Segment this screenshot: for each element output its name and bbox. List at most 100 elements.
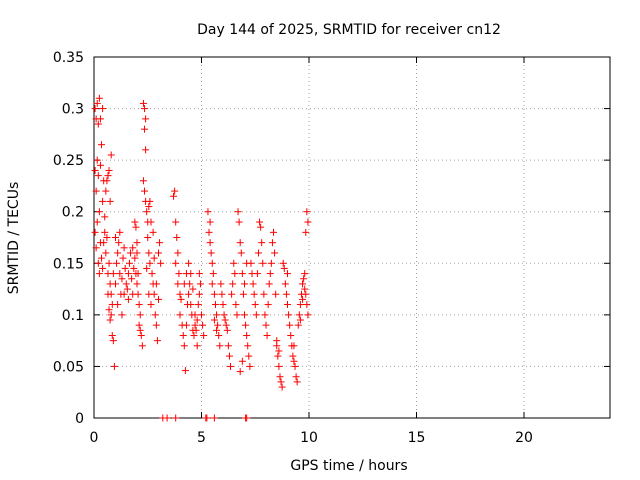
data-point (290, 342, 298, 350)
data-point (179, 331, 187, 339)
data-point (264, 301, 272, 309)
data-point (195, 290, 203, 298)
data-point (208, 280, 216, 288)
data-point (134, 270, 142, 278)
chart-title: Day 144 of 2025, SRMTID for receiver cn1… (197, 22, 501, 38)
data-point (98, 141, 106, 149)
data-point (208, 259, 216, 267)
data-point (180, 342, 188, 350)
data-point (133, 249, 141, 257)
data-point (99, 105, 107, 113)
data-point (199, 321, 207, 329)
data-point (135, 321, 143, 329)
data-point (225, 352, 233, 360)
data-point (262, 321, 270, 329)
data-point (295, 311, 303, 319)
data-point (100, 239, 108, 247)
data-point (231, 270, 239, 278)
data-point (279, 259, 287, 267)
data-point (124, 270, 132, 278)
data-point (224, 342, 232, 350)
data-point (155, 249, 162, 257)
data-point (236, 368, 244, 376)
data-point (176, 311, 184, 319)
data-point (105, 166, 113, 174)
data-point (272, 290, 280, 298)
data-point (107, 151, 115, 159)
data-point (107, 311, 115, 319)
data-point (198, 311, 205, 319)
data-point (123, 285, 131, 293)
data-point (193, 342, 201, 350)
data-point (296, 301, 304, 309)
x-tick-label: 10 (300, 430, 318, 446)
data-point (113, 259, 121, 267)
data-point (229, 280, 237, 288)
data-point (121, 264, 129, 272)
data-point (235, 218, 243, 226)
data-point (203, 414, 211, 422)
data-point (191, 321, 199, 329)
data-point (241, 311, 248, 319)
data-point (268, 239, 276, 247)
data-point (95, 94, 103, 102)
data-point (138, 342, 146, 350)
data-point (241, 280, 248, 288)
data-point (238, 357, 246, 365)
data-point (210, 316, 218, 324)
data-point (302, 290, 310, 298)
data-point (219, 301, 227, 309)
data-point (128, 275, 136, 283)
plot-frame (93, 56, 611, 419)
data-point (145, 290, 153, 298)
data-point (102, 187, 110, 195)
data-point (196, 280, 204, 288)
data-point (174, 280, 182, 288)
data-point (266, 270, 274, 278)
data-point (112, 234, 119, 241)
data-point (137, 331, 145, 339)
data-point (284, 270, 291, 278)
data-point (170, 192, 178, 200)
data-point (91, 105, 99, 113)
data-point (249, 280, 257, 288)
data-point (296, 316, 304, 324)
data-point (153, 337, 161, 345)
data-point (108, 331, 116, 339)
data-point (96, 161, 104, 169)
data-point (207, 249, 215, 257)
data-point (303, 301, 311, 309)
data-point (135, 301, 143, 309)
data-point (104, 172, 112, 180)
data-point (145, 203, 153, 211)
data-point (180, 280, 188, 288)
data-point (285, 311, 293, 319)
data-point (280, 264, 288, 272)
data-point (149, 228, 157, 236)
data-point (112, 280, 119, 288)
data-point (139, 99, 147, 107)
data-point (115, 239, 123, 247)
data-point (223, 326, 231, 334)
data-point (141, 125, 149, 133)
data-point (127, 249, 135, 257)
data-point (150, 254, 158, 262)
x-tick-label: 5 (197, 430, 206, 446)
data-point (116, 228, 124, 236)
data-point (228, 290, 236, 298)
data-point (200, 331, 208, 339)
data-point (133, 239, 141, 247)
data-point (101, 213, 109, 221)
data-point (234, 208, 242, 216)
data-point (146, 259, 154, 267)
data-point (246, 362, 254, 370)
data-point (301, 285, 309, 293)
data-point (98, 254, 106, 262)
data-point (109, 270, 117, 278)
data-point (270, 228, 278, 236)
data-point (260, 290, 268, 298)
data-point (147, 301, 155, 309)
data-point (151, 311, 159, 319)
data-point (136, 311, 144, 319)
data-point (105, 306, 113, 314)
